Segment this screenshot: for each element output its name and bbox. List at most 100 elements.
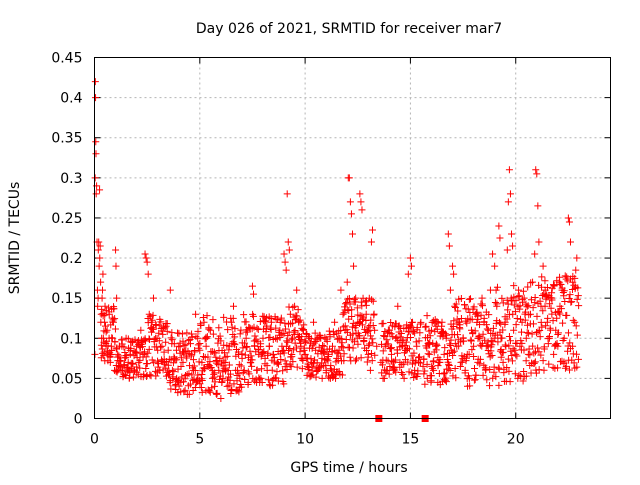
data-point <box>266 381 274 389</box>
data-point <box>238 350 246 358</box>
data-point <box>150 325 158 333</box>
data-point <box>423 344 431 352</box>
data-point <box>291 302 299 310</box>
data-point <box>94 246 102 254</box>
data-point <box>104 350 112 358</box>
data-point <box>462 354 470 362</box>
data-point <box>451 302 459 310</box>
data-point <box>274 358 282 366</box>
data-point <box>188 330 196 338</box>
data-point <box>409 318 417 326</box>
data-point <box>100 338 108 346</box>
data-point <box>236 330 244 338</box>
data-point <box>499 348 507 356</box>
data-point <box>468 346 476 354</box>
data-point <box>484 338 492 346</box>
data-point <box>450 270 458 278</box>
data-point <box>529 278 537 286</box>
data-point <box>545 360 553 368</box>
data-point <box>356 332 364 340</box>
data-point <box>267 326 275 334</box>
data-point <box>237 362 245 370</box>
data-point <box>92 94 100 102</box>
data-point <box>178 330 186 338</box>
data-point <box>501 341 509 349</box>
data-point <box>109 318 117 326</box>
data-point <box>185 370 193 378</box>
data-point <box>535 238 543 246</box>
data-point <box>404 358 412 366</box>
data-point <box>91 174 99 182</box>
data-point <box>197 383 205 391</box>
data-point <box>522 372 530 380</box>
data-point <box>324 350 332 358</box>
data-point <box>92 138 100 146</box>
data-point <box>461 366 469 374</box>
data-point <box>318 354 326 362</box>
data-point <box>227 370 235 378</box>
data-point <box>288 351 296 359</box>
data-point <box>172 346 180 354</box>
data-point <box>207 364 215 372</box>
data-point <box>553 339 561 347</box>
data-point <box>367 332 375 340</box>
data-point <box>351 357 359 365</box>
data-point <box>180 388 188 396</box>
data-point <box>400 374 408 382</box>
data-point <box>549 363 557 371</box>
data-point <box>274 377 282 385</box>
data-point <box>345 307 353 315</box>
data-point <box>293 286 301 294</box>
data-point <box>217 337 225 345</box>
data-point <box>328 342 336 350</box>
data-point <box>512 350 520 358</box>
data-point <box>438 318 446 326</box>
data-point <box>218 378 226 386</box>
data-point <box>188 333 196 341</box>
data-point <box>183 354 191 362</box>
data-point <box>242 334 250 342</box>
data-point <box>261 318 269 326</box>
data-point <box>368 335 376 343</box>
data-point <box>112 246 120 254</box>
data-point <box>358 312 366 320</box>
data-point <box>117 357 125 365</box>
data-point <box>190 362 198 370</box>
data-point <box>310 339 318 347</box>
data-point <box>423 374 431 382</box>
data-point <box>405 345 413 353</box>
data-point <box>234 386 242 394</box>
data-point <box>189 356 197 364</box>
data-point <box>513 352 521 360</box>
data-point <box>136 364 144 372</box>
data-point <box>284 238 292 246</box>
data-point <box>313 335 321 343</box>
data-point <box>427 326 435 334</box>
data-point <box>198 358 206 366</box>
data-point <box>231 341 239 349</box>
data-point <box>340 357 348 365</box>
data-point <box>251 342 259 350</box>
data-point <box>197 322 205 330</box>
data-point <box>533 170 541 178</box>
data-point <box>574 355 582 363</box>
data-point <box>348 306 356 314</box>
data-point <box>349 344 357 352</box>
data-point <box>315 343 323 351</box>
data-point <box>538 292 546 300</box>
data-point <box>272 324 280 332</box>
data-point <box>263 322 271 330</box>
data-point <box>217 394 225 402</box>
data-point <box>476 360 484 368</box>
data-point <box>235 388 243 396</box>
data-point <box>231 325 239 333</box>
data-point <box>255 350 263 358</box>
data-point <box>387 330 395 338</box>
data-point <box>486 353 494 361</box>
data-point <box>570 359 578 367</box>
data-point <box>301 350 309 358</box>
data-point <box>240 366 248 374</box>
data-point <box>279 367 287 375</box>
